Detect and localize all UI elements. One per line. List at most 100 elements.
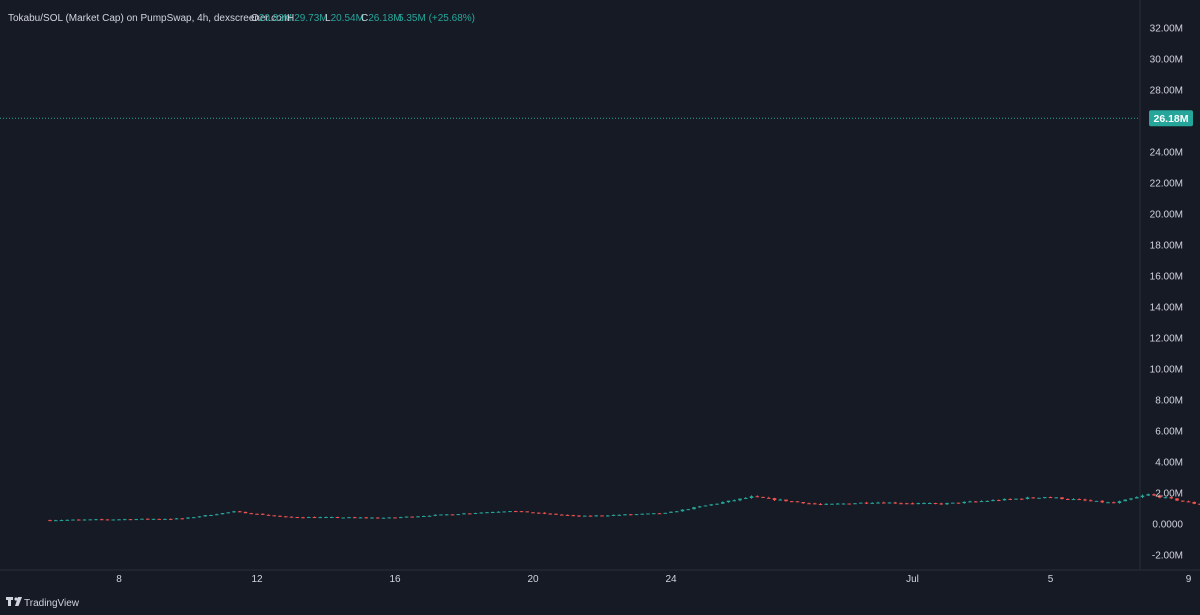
candle: [755, 495, 760, 498]
candle: [795, 501, 800, 503]
candle: [140, 518, 144, 520]
candle: [962, 501, 967, 504]
y-tick-label: 24.00M: [1150, 148, 1183, 159]
candle: [1019, 498, 1024, 500]
candle: [1042, 496, 1047, 499]
candle: [462, 512, 466, 515]
candle: [841, 503, 846, 505]
candle: [1083, 498, 1087, 502]
ohlc-close: C26.18M: [361, 13, 402, 24]
candle: [933, 502, 938, 505]
candle: [1157, 494, 1162, 499]
candle: [71, 519, 75, 521]
candle: [646, 513, 650, 515]
candle: [881, 501, 886, 504]
candle: [927, 502, 932, 505]
candle: [416, 515, 420, 518]
candle: [1060, 497, 1064, 500]
candle: [640, 513, 645, 515]
symbol-title: Tokabu/SOL (Market Cap) on PumpSwap, 4h,…: [8, 13, 290, 24]
candle: [657, 513, 662, 515]
candle: [1031, 497, 1036, 499]
candle: [318, 516, 323, 519]
candle: [301, 516, 305, 519]
candle: [88, 519, 93, 521]
candle: [715, 503, 719, 505]
candle: [1117, 500, 1122, 504]
candle: [789, 501, 794, 503]
candle: [111, 519, 116, 521]
candle: [485, 512, 489, 514]
candle: [571, 514, 576, 517]
tradingview-logo-icon: [6, 597, 22, 606]
candle: [922, 502, 926, 505]
candle: [738, 498, 742, 502]
candle: [370, 517, 374, 519]
candle: [508, 511, 512, 513]
candle: [582, 515, 587, 517]
x-tick-label: 8: [116, 574, 122, 585]
candle: [174, 518, 179, 520]
candle: [387, 517, 392, 519]
candle: [876, 501, 880, 504]
candle: [272, 515, 277, 517]
candle: [870, 502, 875, 504]
candle: [1002, 498, 1007, 501]
candle: [1123, 499, 1128, 502]
candle: [531, 512, 535, 514]
candle: [1088, 499, 1093, 502]
candle: [1192, 501, 1197, 505]
candle: [65, 519, 70, 521]
candle: [278, 515, 282, 517]
candle: [669, 511, 673, 513]
candle: [48, 519, 52, 522]
ohlc-open-key: O: [251, 13, 259, 24]
candle: [266, 514, 271, 516]
candle: [651, 513, 656, 515]
candle: [197, 516, 202, 518]
candle: [203, 515, 208, 517]
candle: [904, 502, 909, 505]
chart-header: Tokabu/SOL (Market Cap) on PumpSwap, 4h,…: [8, 13, 475, 24]
candle: [778, 498, 783, 501]
y-tick-label: 2.00M: [1155, 489, 1183, 500]
candle: [82, 519, 87, 521]
candle: [910, 502, 915, 505]
candle: [709, 504, 714, 506]
last-price-tag-background: [1149, 110, 1193, 127]
candle: [858, 502, 863, 504]
candle: [1100, 500, 1105, 504]
tradingview-wordmark: TradingView: [24, 598, 80, 609]
last-price-tag-label: 26.18M: [1153, 113, 1188, 125]
candle: [577, 515, 581, 517]
y-tick-label: 28.00M: [1150, 86, 1183, 97]
candle: [1169, 496, 1174, 500]
candle: [686, 508, 691, 511]
candle: [1054, 497, 1059, 499]
candle: [59, 519, 64, 522]
candle: [617, 514, 622, 516]
candle: [554, 513, 558, 515]
candle: [163, 518, 167, 520]
candle: [1071, 498, 1076, 501]
candle: [99, 518, 104, 521]
candle: [335, 516, 340, 519]
candle: [720, 501, 725, 504]
candle: [812, 502, 817, 505]
tradingview-branding: TradingView: [6, 597, 80, 609]
candle: [968, 500, 972, 503]
candle: [703, 505, 708, 507]
candle: [749, 495, 754, 499]
candle: [916, 502, 921, 505]
candle: [456, 514, 461, 516]
y-tick-label: -2.00M: [1152, 551, 1183, 562]
candle: [341, 517, 346, 519]
ohlc-high: H29.73M: [287, 13, 328, 24]
candle: [548, 513, 553, 515]
candle: [899, 502, 903, 505]
candle: [605, 515, 610, 517]
candle: [996, 499, 1001, 502]
candle: [1175, 498, 1179, 502]
